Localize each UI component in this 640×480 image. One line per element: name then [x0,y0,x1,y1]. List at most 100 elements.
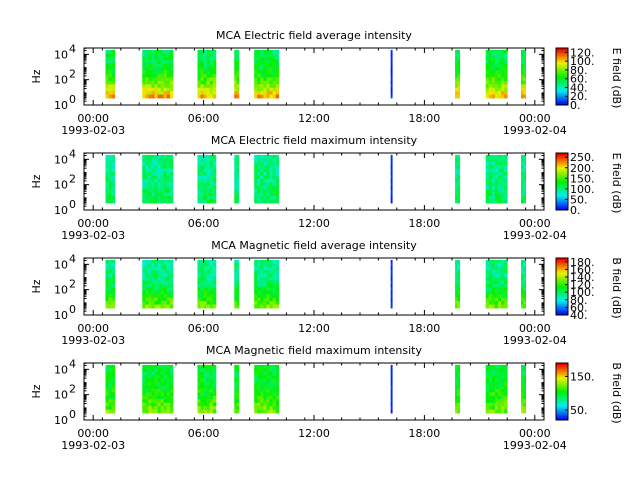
spectrogram-cell [105,158,109,163]
spectrogram-cell [521,406,524,410]
spectrogram-cell [523,297,526,302]
colorbar-frame [555,47,569,106]
spectrogram-cell [523,371,526,376]
spectrogram-cell [390,56,393,61]
spectrogram-cell [169,294,174,299]
spectrogram-cell [254,178,258,183]
spectrogram-cell [457,80,461,85]
x-tick-label: 00:00 [77,427,109,440]
spectrogram-cell [501,56,505,61]
spectrogram-cell [498,84,502,89]
spectrogram-cell [266,154,270,159]
spectrogram-cell [491,84,496,89]
spectrogram-cell [254,301,258,305]
spectrogram-cell [272,77,277,82]
colorbar-swatch [556,174,568,177]
spectrogram-cell [236,175,240,180]
spectrogram-cell [142,283,146,288]
spectrogram-cell [488,297,493,302]
spectrogram-cell [501,94,505,99]
spectrogram-cell [521,158,524,163]
spectrogram-cell [260,364,264,369]
spectrogram-cell [257,406,261,410]
colorbar-tick-label: 50. [570,404,588,417]
spectrogram-cell [494,158,499,163]
spectrogram-cell [263,270,267,275]
spectrogram-cell [154,192,158,197]
spectrogram-cell [523,199,526,204]
spectrogram-cell [212,56,217,61]
spectrogram-cell [521,91,524,95]
spectrogram-cell [501,80,505,85]
spectrogram-cell [169,165,174,170]
spectrogram-cell [111,273,116,278]
spectrogram-cell [166,199,171,204]
spectrogram-cell [390,165,393,170]
spectrogram-cell [260,185,264,190]
spectrogram-cell [157,87,162,92]
spectrogram-cell [257,283,261,288]
spectrogram-cell [266,178,270,183]
spectrogram-cell [157,175,162,180]
spectrogram-cell [203,287,208,292]
spectrogram-cell [269,192,273,197]
spectrogram-cell [148,364,152,369]
spectrogram-cell [166,392,171,397]
spectrogram-cell [169,266,174,271]
spectrogram-cell [169,378,174,383]
spectrogram-cell [142,385,146,390]
spectrogram-cell [521,56,524,61]
spectrogram-cell [488,178,493,183]
spectrogram-cell [160,378,165,383]
spectrogram-cell [105,273,109,278]
spectrogram-cell [209,196,214,200]
colorbar-swatch [556,398,568,401]
spectrogram-cell [504,158,508,163]
spectrogram-cell [272,392,277,397]
spectrogram-cell [206,53,211,58]
spectrogram-cell [390,392,393,397]
spectrogram-cell [455,392,458,397]
spectrogram-cell [145,73,149,78]
spectrogram-cell [145,84,149,89]
spectrogram-cell [105,175,109,180]
spectrogram-cell [236,402,240,407]
spectrogram-cell [234,392,237,397]
spectrogram-cell [269,84,273,89]
spectrogram-cell [275,53,280,58]
spectrogram-cell [105,392,109,397]
spectrogram-cell [501,192,505,197]
spectrogram-cell [209,297,214,302]
spectrogram-cell [154,364,158,369]
spectrogram-cell [269,301,273,305]
spectrogram-cell [157,409,162,414]
spectrogram-cell [504,368,508,373]
spectrogram-cell [148,259,152,264]
spectrogram-cell [269,378,273,383]
spectrogram-cell [260,172,264,176]
spectrogram-cell [521,283,524,288]
spectrogram-cell [148,182,152,187]
spectrogram-cell [142,178,146,183]
spectrogram-cell [275,375,280,380]
spectrogram-cell [260,199,264,204]
spectrogram-cell [523,185,526,190]
spectrogram-cell [263,168,267,173]
spectrogram-cell [151,266,155,271]
spectrogram-cell [257,185,261,190]
spectrogram-cell [209,185,214,190]
spectrogram-cell [111,259,116,264]
spectrogram-cell [494,402,499,407]
spectrogram-cell [272,266,277,271]
spectrogram-cell [254,409,258,414]
spectrogram-cell [169,301,174,305]
spectrogram-cell [266,406,270,410]
spectrogram-cell [142,53,146,58]
spectrogram-cell [523,175,526,180]
spectrogram-cell [272,259,277,264]
spectrogram-cell [166,56,171,61]
spectrogram-cell [212,301,217,305]
spectrogram-cell [269,297,273,302]
spectrogram-cell [491,368,496,373]
spectrogram-cell [523,161,526,166]
